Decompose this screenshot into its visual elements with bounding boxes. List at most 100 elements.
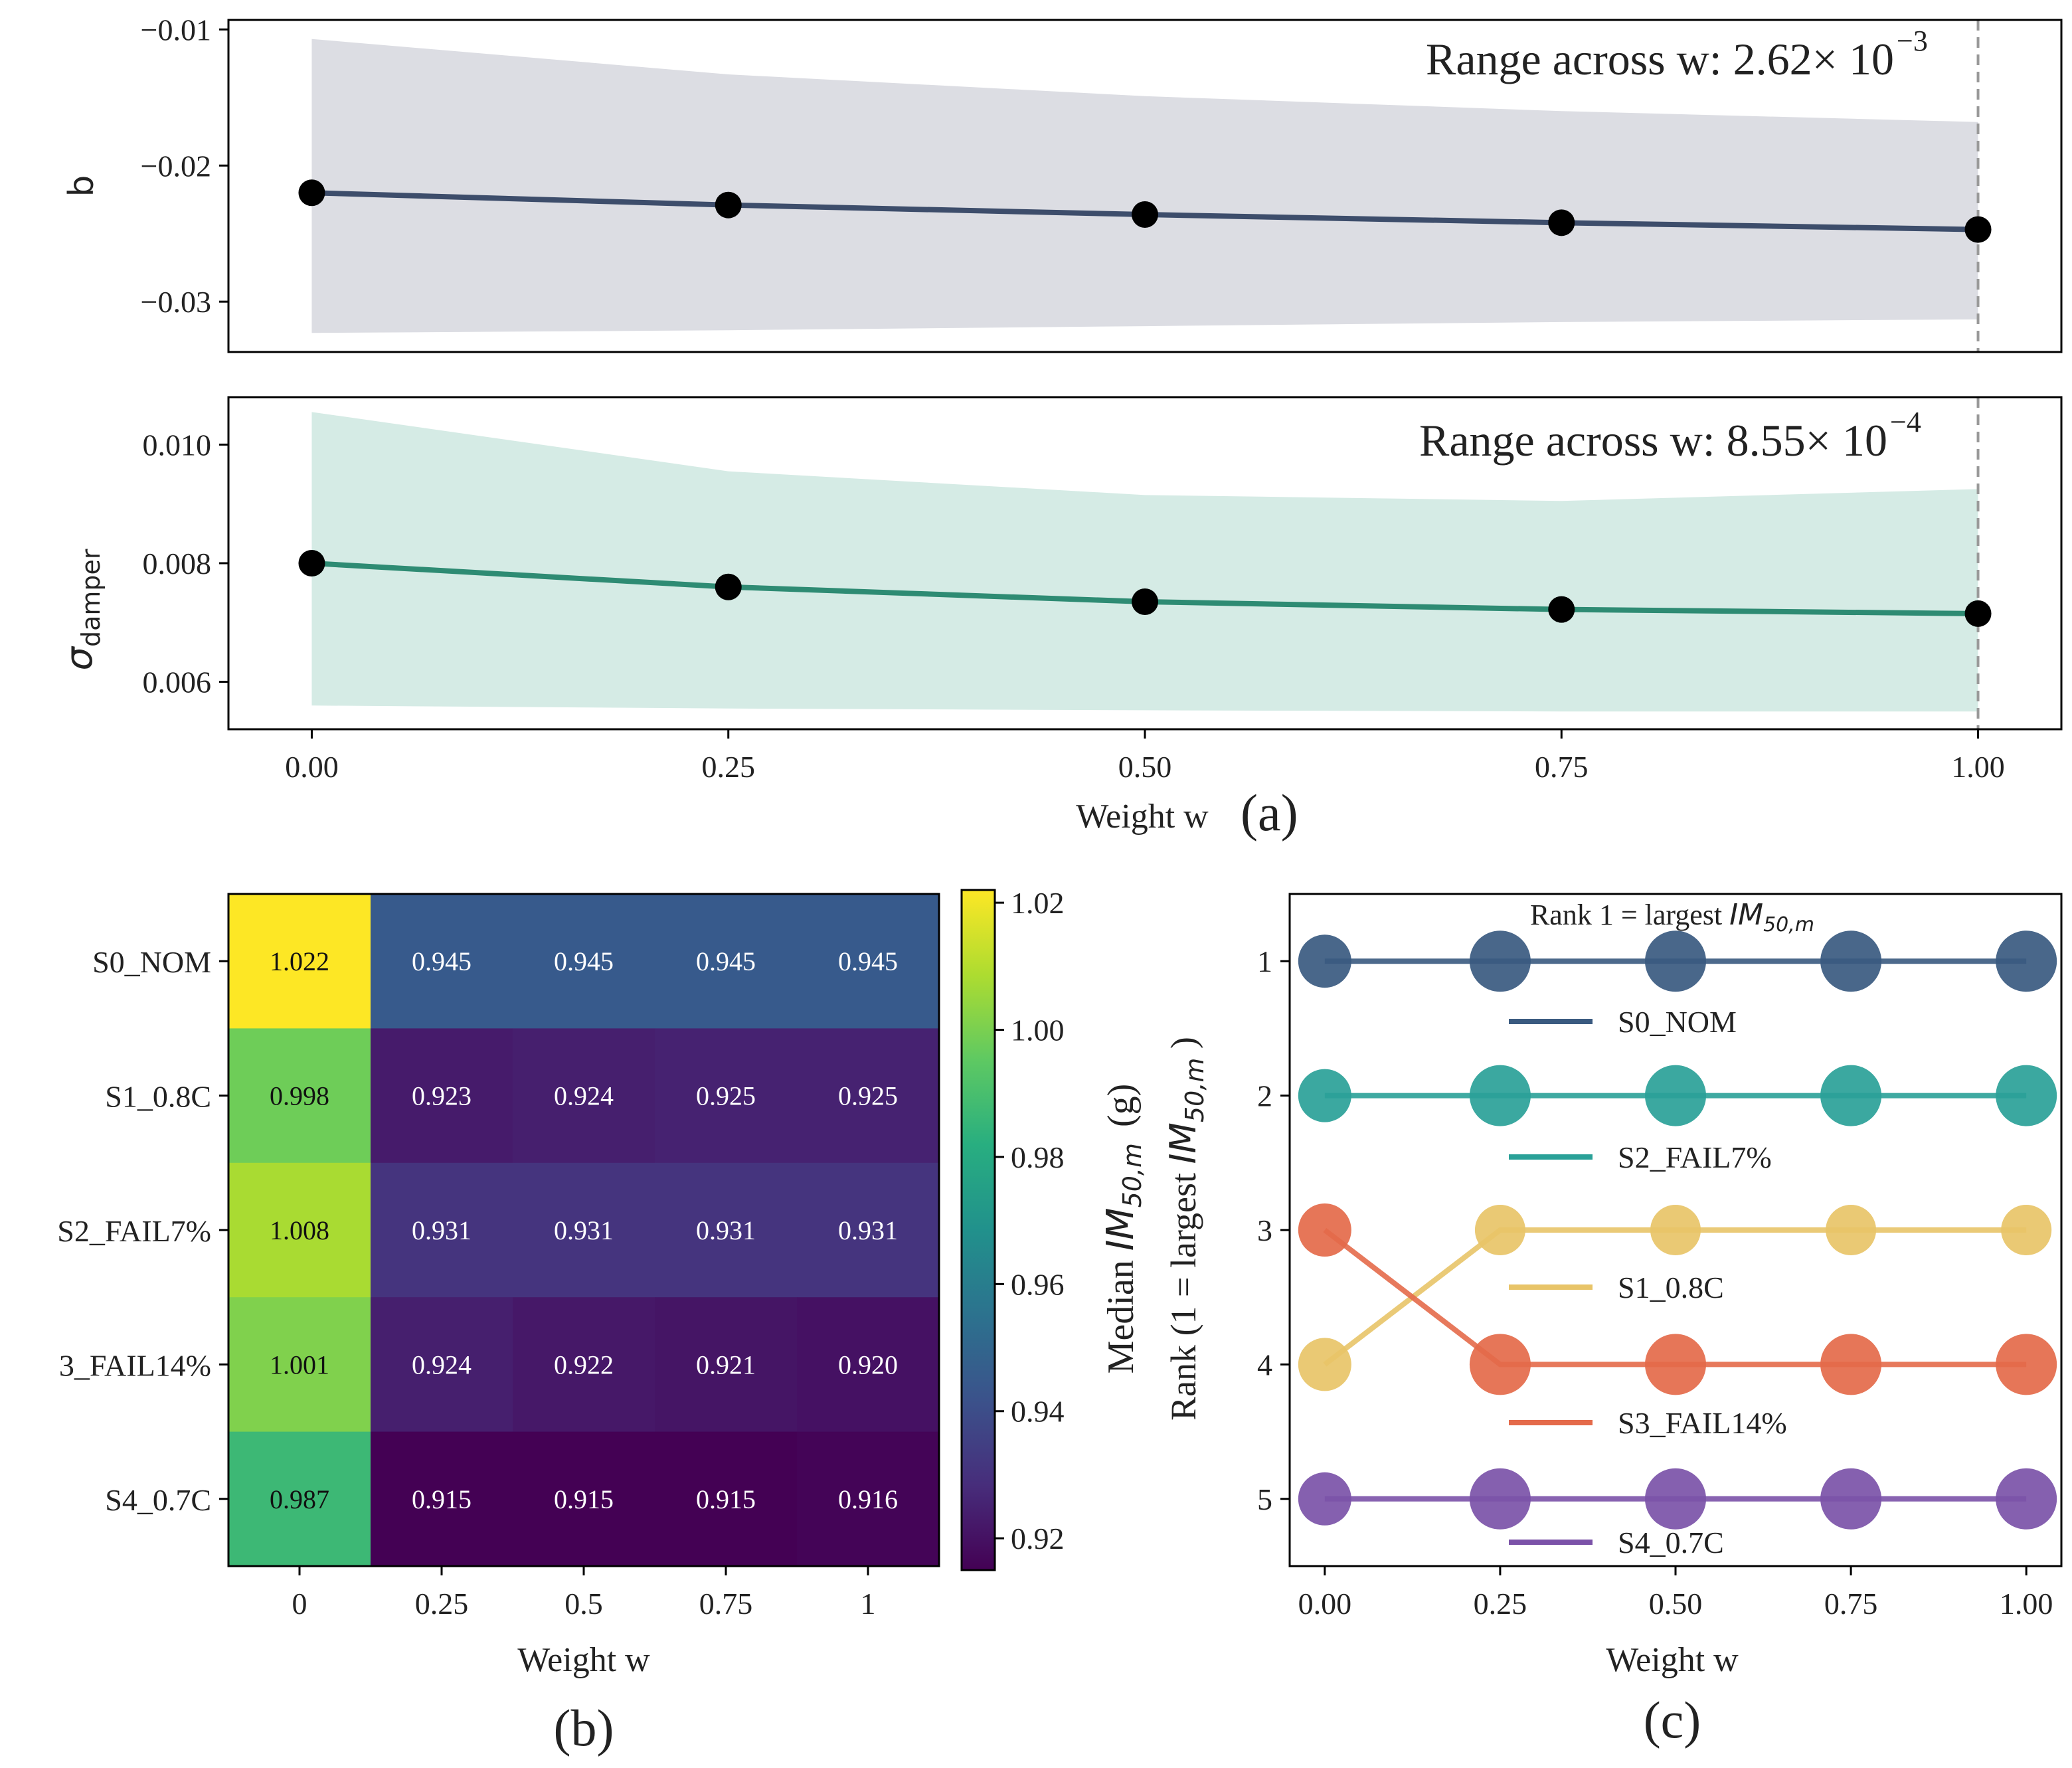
heatmap-cell-value: 1.022 xyxy=(270,946,329,976)
rank-series-point xyxy=(1469,1334,1531,1395)
sigma-x-ticks: 0.00 0.25 0.50 0.75 1.00 xyxy=(285,729,2005,784)
panel-a-x-axis-label: Weight w xyxy=(1076,798,1209,836)
heatmap-cell xyxy=(371,894,513,1029)
rank-series-point xyxy=(1645,930,1706,992)
heatmap-column-label: 0 xyxy=(292,1587,307,1621)
heatmap-cell xyxy=(371,1297,513,1433)
heatmap-cell xyxy=(655,1297,798,1433)
heatmap-cell xyxy=(228,894,371,1029)
rank-x-tick-label: 0.00 xyxy=(1298,1587,1352,1621)
heatmap-cell xyxy=(371,1028,513,1164)
rank-y-tick-label: 2 xyxy=(1257,1079,1272,1113)
rank-y-tick-label: 1 xyxy=(1257,944,1272,978)
heatmap-cell xyxy=(797,1028,940,1164)
heatmap-cell xyxy=(797,894,940,1029)
colorbar-tick-label: 0.96 xyxy=(1011,1267,1065,1301)
rank-series-point xyxy=(1474,1205,1525,1255)
heatmap-cell xyxy=(797,1162,940,1298)
panel-c-label: (c) xyxy=(1644,1691,1701,1749)
heatmap-cell xyxy=(655,894,798,1029)
colorbar-tick-label: 0.94 xyxy=(1011,1395,1065,1429)
rank-x-tick-label: 0.25 xyxy=(1474,1587,1527,1621)
heatmap-column-label: 0.75 xyxy=(699,1587,753,1621)
rank-series-point xyxy=(1298,1069,1351,1122)
b-point xyxy=(1132,201,1158,228)
heatmap-cell xyxy=(797,1297,940,1433)
b-y-tick-label: −0.02 xyxy=(141,149,211,183)
heatmap-row-label: S4_0.7C xyxy=(105,1483,211,1517)
heatmap-cell-value: 1.001 xyxy=(270,1350,329,1379)
sigma-y-axis-label-sub: damper xyxy=(76,549,106,647)
sigma-x-tick-label: 1.00 xyxy=(1951,750,2005,784)
panel-b-heatmap: 1.022 0.945 0.945 0.945 0.945 0.998 0.923 0.924… xyxy=(57,886,1147,1757)
sigma-uncertainty-band xyxy=(311,412,1978,712)
heatmap-cell-value: 0.931 xyxy=(838,1215,898,1245)
heatmap-cell-value: 0.945 xyxy=(554,946,614,976)
heatmap-cell xyxy=(797,1431,940,1567)
heatmap-cell xyxy=(228,1297,371,1433)
rank-legend-label: S4_0.7C xyxy=(1618,1526,1724,1559)
heatmap-row-label: S1_0.8C xyxy=(105,1080,211,1114)
rank-series-point xyxy=(1645,1334,1706,1395)
heatmap-cell-value: 0.915 xyxy=(554,1484,614,1514)
heatmap-cell-value: 0.922 xyxy=(554,1350,614,1379)
heatmap-x-axis-label: Weight w xyxy=(517,1641,650,1679)
rank-x-tick-label: 1.00 xyxy=(2000,1587,2053,1621)
sigma-x-tick-label: 0.50 xyxy=(1118,750,1172,784)
sigma-x-tick-label: 0.00 xyxy=(285,750,339,784)
rank-y-tick-label: 5 xyxy=(1257,1482,1272,1516)
rank-series-point xyxy=(1820,1468,1882,1530)
heatmap-cell xyxy=(371,1162,513,1298)
rank-legend-label: S3_FAIL14% xyxy=(1618,1406,1787,1440)
rank-series-point xyxy=(1298,934,1351,988)
rank-series-point xyxy=(1650,1205,1701,1255)
heatmap-cell-value: 0.925 xyxy=(696,1081,756,1111)
b-range-annotation: Range across w: 2.62× 10 xyxy=(1426,34,1894,84)
rank-series-point xyxy=(1996,1334,2057,1395)
heatmap-cell-value: 0.915 xyxy=(696,1484,756,1514)
rank-series-point xyxy=(1469,1065,1531,1126)
rank-x-tick-label: 0.50 xyxy=(1649,1587,1703,1621)
sigma-point xyxy=(715,573,742,600)
heatmap-cell xyxy=(228,1162,371,1298)
rank-plot-title: Rank 1 = largest IM50,m xyxy=(1530,898,1814,936)
sigma-point xyxy=(1548,596,1575,623)
b-point xyxy=(715,191,742,219)
heatmap-row-label: S2_FAIL7% xyxy=(57,1214,211,1248)
heatmap-row-labels: S0_NOM S1_0.8C S2_FAIL7% 3_FAIL14% S4_0.7C xyxy=(57,945,228,1517)
heatmap-cell xyxy=(513,1431,655,1567)
b-y-axis-label: b xyxy=(62,175,102,197)
b-y-tick-label: −0.01 xyxy=(141,13,211,46)
rank-legend-label: S0_NOM xyxy=(1618,1005,1737,1039)
sigma-x-tick-label: 0.75 xyxy=(1535,750,1589,784)
b-point xyxy=(298,179,325,207)
rank-series-point xyxy=(1469,1468,1531,1530)
b-point xyxy=(1548,209,1575,236)
heatmap-cell-value: 0.923 xyxy=(412,1081,472,1111)
rank-series-point xyxy=(2001,1205,2052,1255)
panel-a-label: (a) xyxy=(1241,784,1298,841)
rank-y-tick-label: 3 xyxy=(1257,1213,1272,1247)
heatmap-cell xyxy=(513,1028,655,1164)
rank-series-point xyxy=(1820,1334,1882,1395)
panel-b-label: (b) xyxy=(554,1699,614,1757)
heatmap-cell-value: 0.921 xyxy=(696,1350,756,1379)
heatmap-cell xyxy=(655,1028,798,1164)
rank-series-point xyxy=(1645,1468,1706,1530)
heatmap-cell-value: 0.931 xyxy=(412,1215,472,1245)
heatmap-cell xyxy=(513,894,655,1029)
sigma-range-annotation: Range across w: 8.55× 10 xyxy=(1419,415,1887,466)
rank-x-ticks: 0.00 0.25 0.50 0.75 1.00 xyxy=(1298,1566,2053,1621)
b-y-tick-label: −0.03 xyxy=(141,285,211,319)
heatmap-cell-value: 0.945 xyxy=(838,946,898,976)
heatmap-cell-value: 0.924 xyxy=(412,1350,472,1379)
sigma-series-points xyxy=(298,550,1992,627)
sigma-point xyxy=(1132,588,1158,616)
heatmap-column-labels: 0 0.25 0.5 0.75 1 xyxy=(292,1566,876,1621)
sigma-point xyxy=(1964,600,1992,627)
panel-a-top-plot: −0.01 −0.02 −0.03 b Range across w: 2.62× … xyxy=(62,13,2063,353)
heatmap-cell-value: 0.931 xyxy=(696,1215,756,1245)
sigma-range-annotation-exponent: −4 xyxy=(1890,406,1921,438)
heatmap-cell xyxy=(513,1297,655,1433)
